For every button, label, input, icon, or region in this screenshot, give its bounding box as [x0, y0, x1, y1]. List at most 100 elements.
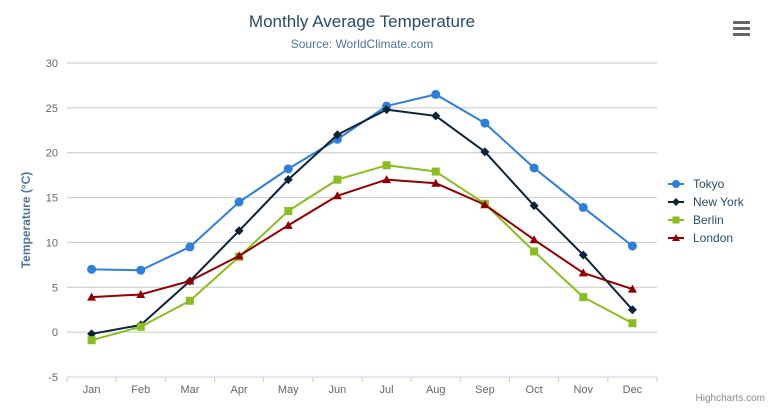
x-axis-label: Nov	[573, 384, 593, 396]
data-point-marker	[283, 164, 293, 174]
data-point-marker	[431, 89, 441, 99]
data-point-marker	[234, 251, 244, 260]
data-point-marker	[480, 200, 490, 209]
legend-label: New York	[693, 195, 744, 209]
y-axis-labels: -5 0 5 10 15 20 25 30	[46, 58, 58, 384]
data-point-marker	[87, 264, 97, 274]
x-axis-label: Sep	[475, 384, 495, 396]
hamburger-menu-icon	[733, 33, 750, 36]
data-point-marker	[578, 250, 588, 260]
data-point-marker	[234, 226, 244, 236]
series-new-york[interactable]	[87, 105, 637, 339]
data-point-marker	[185, 276, 195, 285]
data-point-marker	[529, 235, 539, 244]
legend-marker-circle-icon	[668, 180, 684, 188]
legend-marker-symbol	[672, 198, 680, 206]
x-axis-label: Mar	[180, 384, 199, 396]
series-line	[90, 93, 634, 272]
series-tokyo[interactable]	[87, 89, 637, 275]
x-axis-label: Feb	[131, 384, 150, 396]
legend-label: Tokyo	[693, 177, 725, 191]
data-point-marker	[627, 284, 637, 293]
data-point-marker	[87, 336, 96, 345]
data-point-marker	[332, 191, 342, 200]
data-point-marker	[283, 175, 293, 185]
legend-item-tokyo[interactable]: Tokyo	[668, 177, 744, 191]
data-point-marker	[431, 178, 441, 187]
grid-lines	[67, 62, 657, 333]
data-point-marker	[136, 265, 146, 275]
hamburger-menu-icon	[733, 27, 750, 30]
data-point-marker	[578, 268, 588, 277]
x-axis-label: Jul	[380, 384, 394, 396]
data-point-marker	[529, 201, 539, 211]
data-point-marker	[480, 147, 490, 157]
legend-marker-diamond-icon	[668, 198, 684, 206]
x-axis-label: Oct	[526, 384, 543, 396]
y-axis-label: 10	[46, 237, 58, 249]
data-point-marker	[480, 118, 490, 128]
legend-marker-triangle-icon	[668, 234, 684, 241]
data-point-marker	[284, 207, 293, 216]
legend-item-new-york[interactable]: New York	[668, 195, 744, 209]
series-line	[90, 108, 634, 335]
data-point-marker	[627, 305, 637, 315]
legend-marker-square-icon	[668, 216, 684, 224]
data-point-marker	[87, 329, 97, 339]
data-point-marker	[283, 220, 293, 229]
data-point-marker	[529, 163, 539, 173]
series-london[interactable]	[87, 175, 637, 301]
legend-label: London	[693, 231, 734, 245]
y-axis-title: Temperature (°C)	[19, 172, 33, 269]
legend-item-london[interactable]: London	[668, 231, 744, 245]
y-axis-label: 15	[46, 193, 58, 205]
data-point-marker	[627, 241, 637, 251]
series-line	[90, 164, 634, 342]
legend-label: Berlin	[693, 213, 724, 227]
export-menu-button[interactable]	[733, 21, 750, 36]
data-point-marker	[333, 175, 342, 184]
highcharts-credits-link[interactable]: Highcharts.com	[695, 393, 765, 404]
data-point-marker	[579, 293, 588, 302]
legend-item-berlin[interactable]: Berlin	[668, 213, 744, 227]
y-axis-label: 0	[52, 327, 58, 339]
data-point-marker	[332, 130, 342, 140]
data-point-marker	[234, 197, 244, 207]
y-axis-label: -5	[48, 372, 58, 384]
data-point-marker	[382, 175, 392, 184]
data-point-marker	[136, 322, 145, 331]
legend-marker-symbol	[672, 216, 680, 224]
x-axis-label: Jan	[83, 384, 101, 396]
x-axis-label: Apr	[231, 384, 248, 396]
x-axis-labels: Jan Feb Mar Apr May Jun Jul Aug Sep Oct Nov Dec	[83, 384, 643, 396]
data-point-marker	[185, 296, 194, 305]
legend-marker-symbol	[672, 234, 680, 241]
data-point-marker	[382, 105, 392, 115]
data-point-marker	[382, 161, 391, 170]
x-axis-label: Jun	[329, 384, 347, 396]
chart-title: Monthly Average Temperature	[248, 12, 476, 31]
data-point-marker	[431, 111, 441, 121]
data-point-marker	[87, 292, 97, 301]
chart-subtitle: Source: WorldClimate.com	[290, 37, 434, 51]
y-axis-label: 30	[46, 58, 58, 70]
series-line	[90, 178, 634, 299]
x-axis	[66, 376, 658, 382]
y-axis-label: 25	[46, 103, 58, 115]
data-point-marker	[530, 247, 539, 256]
y-axis-label: 5	[52, 282, 58, 294]
data-point-marker	[185, 242, 195, 252]
data-point-marker	[431, 167, 440, 176]
legend-marker-symbol	[672, 180, 680, 188]
data-point-marker	[628, 319, 637, 328]
y-axis-label: 20	[46, 148, 58, 160]
x-axis-label: May	[278, 384, 299, 396]
x-axis-label: Dec	[623, 384, 643, 396]
data-point-marker	[578, 202, 588, 212]
data-point-marker	[136, 289, 146, 298]
x-axis-label: Aug	[426, 384, 446, 396]
legend: Tokyo New York Berlin London	[668, 177, 744, 245]
hamburger-menu-icon	[733, 21, 750, 24]
